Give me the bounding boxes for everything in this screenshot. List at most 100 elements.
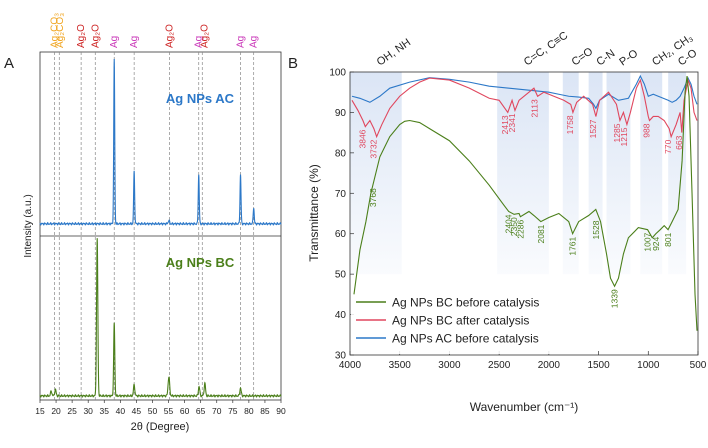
xrd-x-tick-label: 80: [244, 406, 254, 416]
xrd-phase-label: Ag₂O: [90, 24, 101, 48]
ftir-y-tick-label: 30: [335, 351, 347, 362]
ftir-band: [606, 72, 631, 275]
ftir-band-label: C=C, C≡C: [522, 29, 570, 68]
ftir-peak-label-red: 770: [663, 139, 673, 153]
xrd-series-line: [39, 238, 282, 398]
ftir-x-tick-label: 3000: [438, 360, 461, 371]
panel-label-a: A: [4, 55, 14, 72]
xrd-phase-label: Ag: [236, 36, 247, 48]
ftir-band: [588, 72, 603, 275]
xrd-x-tick-label: 70: [212, 406, 222, 416]
ftir-peak-label-green: 1528: [591, 220, 601, 239]
ftir-peak-label-red: 1758: [565, 115, 575, 134]
ftir-legend: Ag NPs BC before catalysis Ag NPs BC afte…: [351, 296, 571, 354]
ftir-peak-label-green: 1007: [643, 232, 653, 251]
ftir-peak-label-green: 2286: [515, 219, 525, 238]
ftir-x-tick-label: 2500: [488, 360, 511, 371]
ftir-y-tick-label: 40: [335, 310, 347, 321]
ftir-peak-label-red: 663: [674, 135, 684, 149]
xrd-series-line: [39, 58, 282, 226]
ftir-peak-label-red: 988: [641, 123, 651, 137]
ftir-band-label: P-O: [617, 47, 640, 68]
xrd-phase-label: Ag₂CO₃: [55, 13, 66, 48]
xrd-phase-label: Ag₂O: [200, 24, 211, 48]
xrd-x-tick-label: 30: [83, 406, 93, 416]
ftir-band: [640, 72, 663, 275]
ftir-series-line: [353, 75, 698, 331]
ftir-peak-label-green: 2404: [504, 214, 514, 233]
ftir-x-tick-label: 4000: [339, 360, 362, 371]
xrd-series-label-ac: Ag NPs AC: [166, 91, 235, 106]
xrd-phase-label: Ag₂O: [164, 24, 175, 48]
xrd-x-tick-label: 65: [196, 406, 206, 416]
ftir-legend-label: Ag NPs BC after catalysis: [392, 314, 529, 328]
xrd-y-axis-label: Intensity (a.u.): [23, 194, 34, 257]
ftir-band: [668, 72, 687, 275]
ftir-legend-label: Ag NPs AC before catalysis: [392, 332, 539, 346]
ftir-peak-label-green: 1339: [610, 289, 620, 308]
ftir-peak-label-green: 2081: [536, 224, 546, 243]
ftir-band-label: OH, NH: [375, 37, 413, 69]
ftir-legend-box: [351, 296, 571, 354]
xrd-phase-label: Ag₂O: [76, 24, 87, 48]
ftir-y-tick-label: 90: [335, 108, 347, 119]
ftir-y-tick-label: 100: [329, 68, 346, 79]
xrd-x-axis-label: 2θ (Degree): [131, 421, 190, 433]
ftir-x-tick-label: 500: [690, 360, 707, 371]
xrd-x-tick-label: 85: [260, 406, 270, 416]
xrd-x-tick-label: 50: [148, 406, 158, 416]
ftir-x-tick-label: 1000: [637, 360, 660, 371]
ftir-peak-label-green: 2350: [509, 217, 519, 236]
xrd-plot-frame: [39, 51, 282, 401]
ftir-band-label: C-N: [594, 47, 617, 68]
ftir-peak-label-red: 2413: [500, 115, 510, 134]
xrd-x-tick-label: 90: [276, 406, 286, 416]
xrd-phase-label: Ag: [109, 36, 120, 48]
ftir-peak-label-red: 3846: [357, 129, 367, 148]
ftir-band: [562, 72, 579, 275]
ftir-peak-label-red: 1215: [619, 127, 629, 146]
ftir-x-tick-label: 1500: [587, 360, 610, 371]
xrd-phase-label: Ag: [194, 36, 205, 48]
ftir-x-axis-label: Wavenumber (cm⁻¹): [470, 400, 579, 414]
xrd-x-tick-label: 75: [228, 406, 238, 416]
ftir-y-tick-label: 50: [335, 270, 347, 281]
ftir-peak-label-red: 2341: [507, 113, 517, 132]
ftir-peak-label-green: 1761: [568, 236, 578, 255]
xrd-x-tick-label: 15: [35, 406, 45, 416]
ftir-legend-label: Ag NPs BC before catalysis: [392, 296, 539, 310]
xrd-x-tick-label: 60: [180, 406, 190, 416]
ftir-peak-label-red: 2113: [530, 99, 540, 118]
ftir-peak-label-red: 1285: [612, 123, 622, 142]
ftir-x-tick-label: 3500: [389, 360, 412, 371]
xrd-x-tick-label: 35: [100, 406, 110, 416]
xrd-x-tick-label: 55: [164, 406, 174, 416]
ftir-plot-frame: [349, 71, 699, 356]
ftir-peak-label-green: 3768: [368, 188, 378, 207]
xrd-x-tick-label: 25: [67, 406, 77, 416]
ftir-band-label: C=O: [570, 45, 596, 68]
xrd-x-tick-label: 45: [132, 406, 142, 416]
xrd-phase-label: Ag₂CO₃: [49, 13, 60, 48]
ftir-band: [497, 72, 549, 275]
xrd-x-tick-label: 40: [116, 406, 126, 416]
ftir-peak-label-red: 1527: [588, 119, 598, 138]
xrd-phase-label: Ag: [249, 36, 260, 48]
ftir-peak-label-red: 3732: [369, 139, 379, 158]
ftir-y-axis-label: Transmittance (%): [307, 164, 321, 262]
ftir-series-line: [351, 77, 698, 139]
ftir-x-tick-label: 2000: [538, 360, 561, 371]
ftir-peak-label-green: 801: [663, 232, 673, 246]
panel-label-b: B: [288, 55, 298, 72]
ftir-peak-label-green: 924: [651, 236, 661, 250]
xrd-x-tick-label: 20: [51, 406, 61, 416]
ftir-y-tick-label: 80: [335, 148, 347, 159]
ftir-y-tick-label: 70: [335, 189, 347, 200]
xrd-series-label-bc: Ag NPs BC: [166, 255, 235, 270]
ftir-y-tick-label: 60: [335, 229, 347, 240]
xrd-phase-label: Ag: [129, 36, 140, 48]
